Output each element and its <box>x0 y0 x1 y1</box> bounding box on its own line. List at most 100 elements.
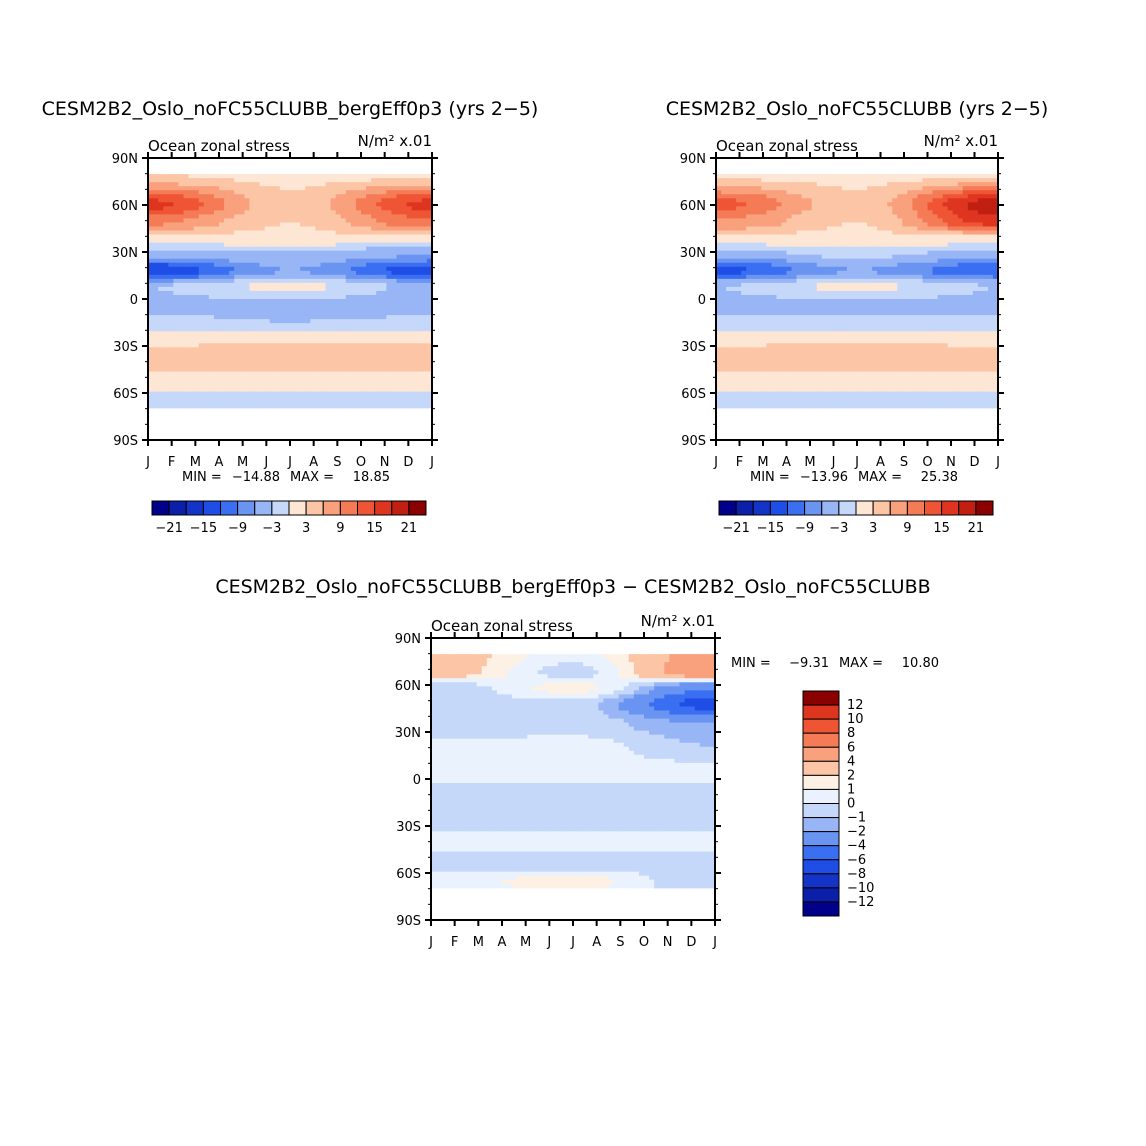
field-cell <box>412 271 418 276</box>
field-cell <box>872 275 878 280</box>
field-cell <box>867 275 873 280</box>
field-cell <box>239 295 245 300</box>
field-cell <box>163 335 169 340</box>
field-cell <box>305 363 311 368</box>
field-cell <box>862 279 868 284</box>
field-cell <box>731 279 737 284</box>
field-cell <box>346 404 352 409</box>
field-cell <box>153 372 159 377</box>
field-cell <box>199 299 205 304</box>
field-cell <box>300 255 306 260</box>
field-cell <box>721 214 727 219</box>
field-cell <box>249 372 255 377</box>
field-cell <box>341 190 347 195</box>
field-cell <box>887 263 893 268</box>
field-cell <box>381 307 387 312</box>
field-cell <box>239 198 245 203</box>
field-cell <box>234 311 240 316</box>
field-cell <box>260 226 266 231</box>
field-cell <box>422 303 428 308</box>
field-cell <box>797 174 803 179</box>
field-cell <box>163 376 169 381</box>
field-cell <box>163 319 169 324</box>
field-cell <box>842 255 848 260</box>
field-cell <box>761 202 767 207</box>
field-cell <box>285 231 291 236</box>
field-cell <box>721 235 727 240</box>
field-cell <box>361 235 367 240</box>
field-cell <box>270 186 276 191</box>
field-cell <box>366 323 372 328</box>
field-cell <box>402 339 408 344</box>
field-cell <box>928 283 934 288</box>
field-cell <box>341 275 347 280</box>
field-cell <box>219 267 225 272</box>
field-cell <box>366 367 372 372</box>
field-cell <box>983 198 989 203</box>
field-cell <box>290 396 296 401</box>
field-cell <box>153 218 159 223</box>
field-cell <box>832 218 838 223</box>
field-cell <box>943 214 949 219</box>
field-cell <box>244 367 250 372</box>
colorbar-label: 3 <box>302 521 310 536</box>
field-cell <box>290 355 296 360</box>
field-cell <box>351 388 357 393</box>
field-cell <box>917 174 923 179</box>
field-cell <box>827 279 833 284</box>
field-cell <box>229 198 235 203</box>
field-cell <box>797 218 803 223</box>
field-cell <box>852 178 858 183</box>
field-cell <box>897 287 903 292</box>
field-cell <box>331 372 337 377</box>
field-cell <box>381 271 387 276</box>
field-cell <box>204 315 210 320</box>
field-cell <box>907 271 913 276</box>
field-cell <box>922 243 928 248</box>
field-cell <box>741 194 747 199</box>
field-cell <box>822 279 828 284</box>
field-cell <box>978 186 984 191</box>
field-cell <box>917 178 923 183</box>
field-cell <box>310 323 316 328</box>
field-cell <box>173 295 179 300</box>
field-cell <box>331 367 337 372</box>
field-cell <box>270 243 276 248</box>
field-cell <box>234 367 240 372</box>
field-cell <box>802 231 808 236</box>
field-cell <box>721 243 727 248</box>
field-cell <box>331 210 337 215</box>
field-cell <box>229 380 235 385</box>
field-cell <box>168 226 174 231</box>
field-cell <box>244 275 250 280</box>
field-cell <box>412 315 418 320</box>
field-cell <box>741 222 747 227</box>
field-cell <box>265 400 271 405</box>
field-cell <box>983 218 989 223</box>
field-cell <box>265 327 271 332</box>
field-cell <box>320 331 326 336</box>
field-cell <box>922 279 928 284</box>
field-cell <box>189 384 195 389</box>
field-cell <box>817 251 823 256</box>
field-cell <box>882 275 888 280</box>
field-cell <box>407 182 413 187</box>
max-label: MAX = <box>290 470 334 485</box>
field-cell <box>234 319 240 324</box>
field-cell <box>239 384 245 389</box>
field-cell <box>417 335 423 340</box>
field-cell <box>194 279 200 284</box>
field-cell <box>265 343 271 348</box>
field-cell <box>249 380 255 385</box>
field-cell <box>797 178 803 183</box>
field-cell <box>158 231 164 236</box>
field-cell <box>184 190 190 195</box>
field-cell <box>907 255 913 260</box>
field-cell <box>189 210 195 215</box>
field-cell <box>787 243 793 248</box>
field-cell <box>812 235 818 240</box>
field-cell <box>315 363 321 368</box>
field-cell <box>300 206 306 211</box>
field-cell <box>199 392 205 397</box>
field-cell <box>933 279 939 284</box>
